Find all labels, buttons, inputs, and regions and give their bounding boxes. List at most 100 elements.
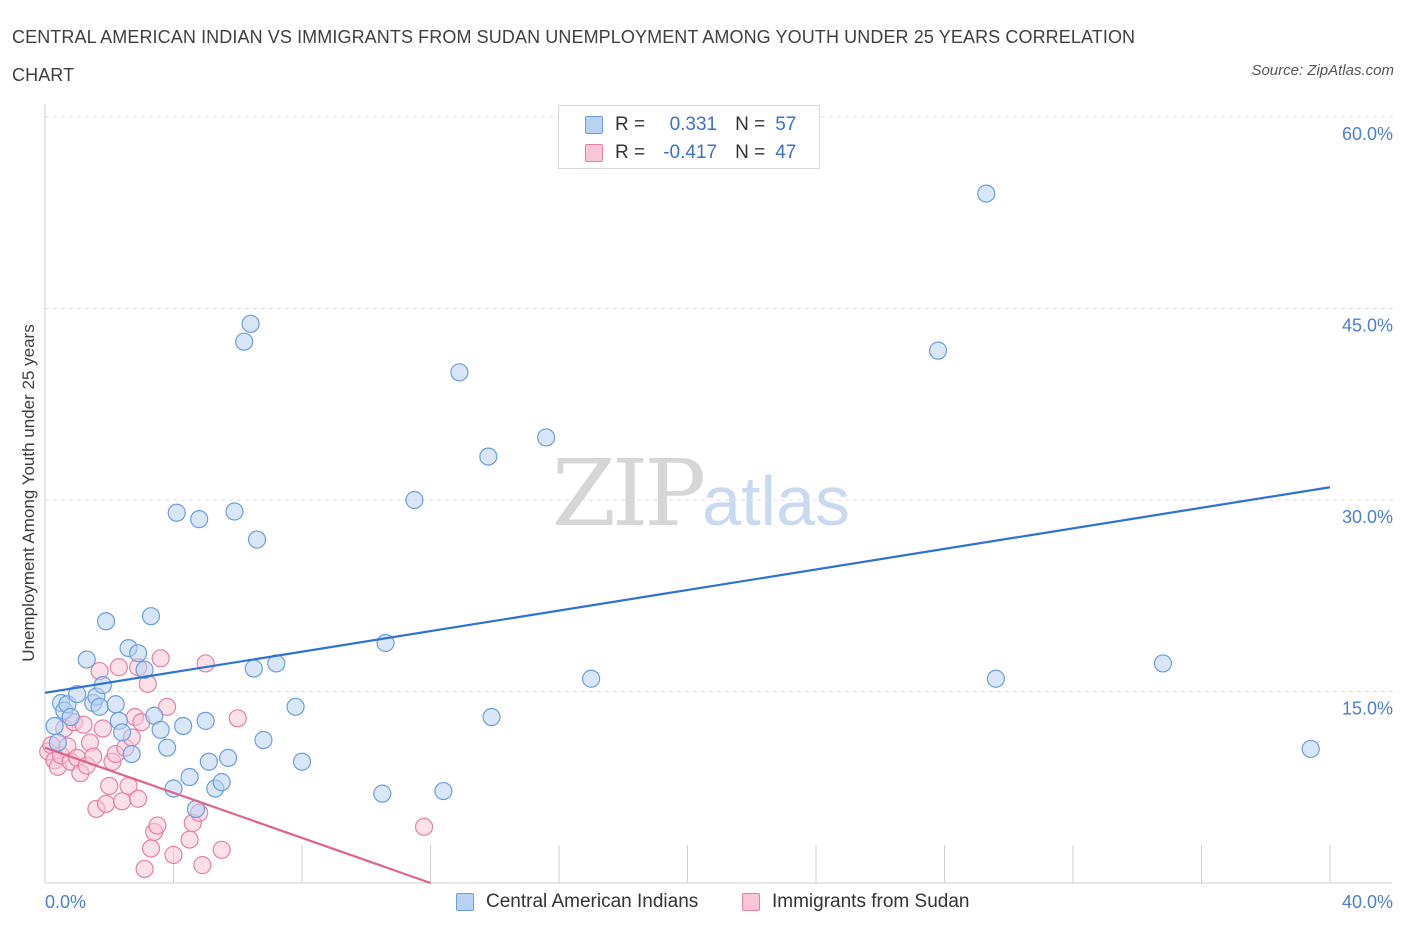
blue-point (112, 723, 132, 742)
blue-point (48, 733, 67, 752)
chart-source: Source: ZipAtlas.com (1251, 62, 1394, 79)
blue-point (241, 314, 260, 333)
series-legend-swatch-pink (742, 893, 760, 911)
blue-point (151, 720, 170, 739)
axes (44, 104, 1392, 884)
series-legend-pink: Immigrants from Sudan (742, 888, 969, 916)
pink-point (414, 817, 434, 836)
pink-point (100, 776, 119, 796)
blue-point (928, 341, 948, 360)
series-legend-label-pink: Immigrants from Sudan (772, 891, 970, 912)
pink-point (96, 794, 116, 813)
y-tick-label: 45.0% (1342, 316, 1393, 336)
blue-point (1153, 654, 1173, 673)
legend-n-label-blue: N = (735, 114, 766, 135)
blue-point (1301, 739, 1320, 759)
blue-point (482, 707, 501, 727)
blue-point (61, 707, 80, 727)
y-tick-label: 15.0% (1342, 699, 1393, 719)
trend-line-pink (44, 746, 431, 885)
legend-n-value-pink: 47 (775, 142, 797, 163)
grid-lines (45, 116, 1395, 692)
trend-line-blue (44, 486, 1331, 694)
legend-r-label-blue: R = (615, 114, 646, 135)
pink-point (196, 654, 215, 673)
blue-point (164, 779, 183, 798)
blue-point (122, 744, 141, 764)
axis-labels: 15.0% 30.0% 45.0% 60.0% 0.0% 40.0% Unemploymen… (19, 124, 1393, 912)
central-american-indian-points (45, 184, 1320, 819)
blue-point (434, 781, 453, 801)
blue-point (212, 773, 231, 792)
pink-point (148, 816, 167, 835)
legend-swatch-pink (585, 144, 603, 162)
y-tick-label: 60.0% (1342, 124, 1393, 144)
trend-lines (44, 486, 1331, 885)
blue-point (68, 684, 87, 704)
blue-point (190, 510, 209, 529)
blue-point (196, 711, 215, 730)
legend-r-value-blue: 0.331 (669, 114, 718, 135)
blue-point (405, 490, 424, 510)
blue-point (77, 650, 96, 669)
y-tick-label: 30.0% (1342, 507, 1393, 527)
legend-row-pink: R = -0.417 N = 47 (585, 139, 796, 167)
pink-point (141, 839, 161, 858)
blue-point (90, 697, 109, 716)
blue-point (129, 644, 148, 663)
blue-point (479, 447, 498, 466)
blue-point (986, 669, 1006, 688)
blue-point (225, 502, 244, 521)
blue-point (167, 503, 186, 522)
series-legend-swatch-blue (456, 893, 474, 911)
blue-point (977, 184, 996, 203)
correlation-legend: R = 0.331 N = 57 R = -0.417 N = 47 (558, 105, 820, 169)
blue-point (141, 607, 161, 626)
pink-point (109, 658, 128, 677)
pink-point (157, 697, 177, 716)
pink-point (151, 649, 170, 668)
blue-point (292, 752, 312, 771)
series-legend-label-blue: Central American Indians (486, 891, 699, 912)
blue-point (450, 363, 469, 382)
legend-r-value-pink: -0.417 (663, 142, 718, 163)
blue-point (106, 695, 125, 714)
blue-point (96, 612, 116, 631)
blue-point (157, 738, 177, 757)
zipatlas-watermark: ZIPatlas (552, 440, 850, 547)
legend-n-label-pink: N = (735, 142, 766, 163)
blue-point (199, 752, 218, 771)
x-tick-label: 40.0% (1342, 892, 1393, 912)
legend-r-label-pink: R = (615, 142, 646, 163)
x-tick-label: 0.0% (45, 892, 86, 912)
y-axis-label: Unemployment Among Youth under 25 years (19, 324, 38, 661)
pink-point (193, 856, 212, 875)
pink-point (180, 830, 199, 849)
blue-point (286, 697, 305, 716)
blue-point (235, 332, 254, 351)
blue-point (180, 767, 199, 787)
pink-point (112, 792, 132, 811)
series-legend-blue: Central American Indians (456, 888, 698, 916)
pink-point (228, 709, 247, 728)
pink-point (135, 859, 154, 879)
blue-point (254, 730, 273, 750)
blue-point (135, 660, 154, 679)
watermark-zip-text: ZIP (552, 440, 706, 547)
chart-title: CENTRAL AMERICAN INDIAN VS IMMIGRANTS FR… (12, 27, 1136, 85)
pink-point (164, 845, 183, 865)
blue-point (537, 428, 556, 447)
pink-point (212, 840, 231, 859)
pink-point (129, 789, 148, 808)
blue-point (373, 784, 392, 803)
blue-point (247, 530, 267, 549)
blue-point (45, 716, 64, 736)
blue-point (219, 748, 238, 767)
legend-row-blue: R = 0.331 N = 57 (585, 111, 796, 139)
blue-point (174, 716, 193, 736)
legend-n-value-blue: 57 (775, 114, 797, 135)
pink-point (93, 719, 112, 738)
blue-point (582, 669, 601, 688)
legend-swatch-blue (585, 116, 603, 134)
